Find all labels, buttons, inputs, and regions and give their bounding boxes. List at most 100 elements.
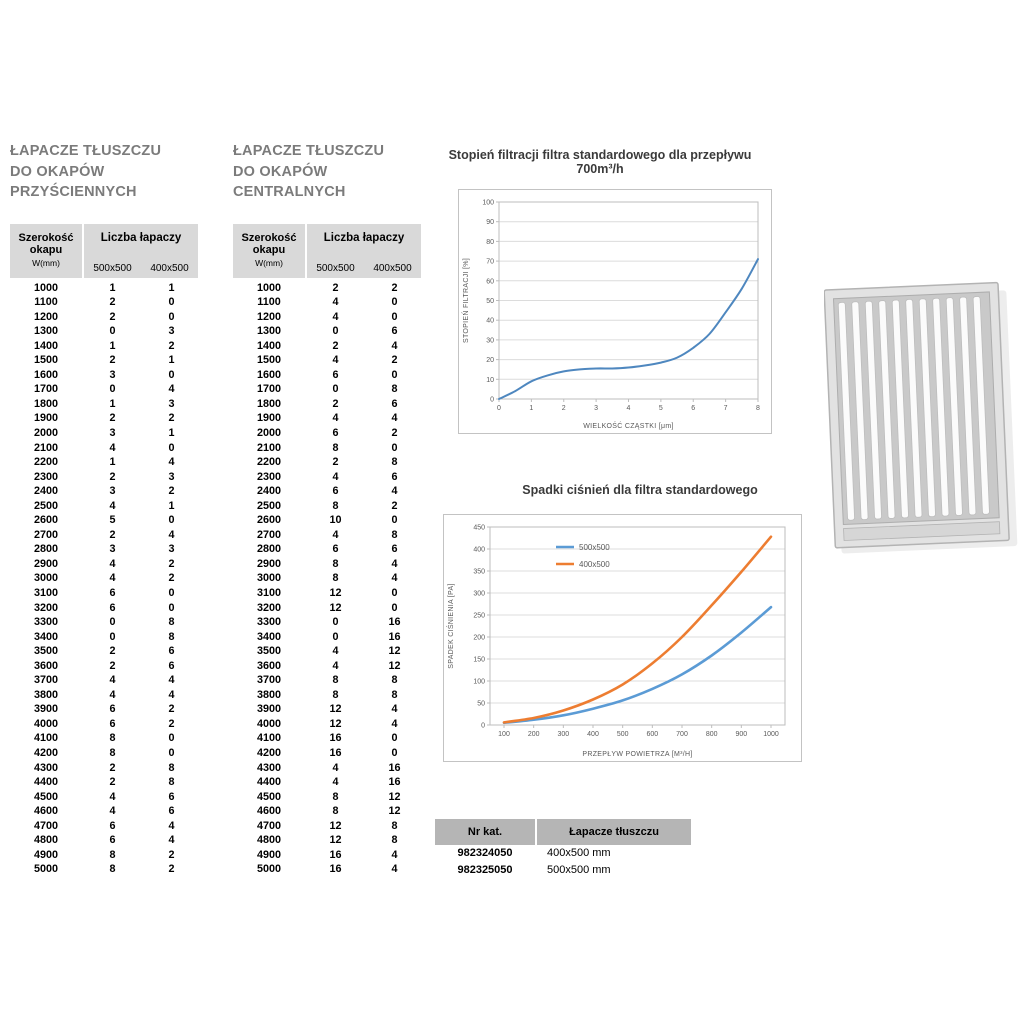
table-row: 2500 4 1: [33, 499, 175, 512]
svg-text:900: 900: [735, 731, 747, 738]
svg-text:0: 0: [497, 405, 501, 412]
table-row: 3300 0 16: [256, 616, 401, 629]
table-row: 4200 8 0: [33, 747, 175, 759]
catalog-number-header: Nr kat.: [435, 819, 535, 845]
table-row: 1200 4 0: [256, 310, 398, 323]
svg-text:0: 0: [490, 397, 494, 404]
width-unit-label: W(mm): [255, 258, 283, 268]
wall-table-header: Szerokość okapu W(mm) Liczba łapaczy 500…: [10, 223, 200, 278]
filtration-chart-title: Stopień filtracji filtra standardowego d…: [448, 148, 752, 176]
width-unit-label: W(mm): [32, 258, 60, 268]
table-row: 3700 8 8: [256, 674, 398, 687]
table-row: 2300 2 3: [33, 470, 175, 483]
table-row: 3900 12 4: [256, 703, 398, 716]
svg-text:50: 50: [486, 298, 494, 305]
filtration-chart-canvas: 0 10 20 30 40 50 60 70 80 90 100 0 1 2 3 4 5 6 7 8 WIELKOŚĆ …: [461, 200, 760, 431]
table-row: 2100 8 0: [256, 441, 398, 454]
wall-section-title: ŁAPACZE TŁUSZCZU DO OKAPÓW PRZYŚCIENNYCH: [10, 141, 200, 203]
table-row: 4900 8 2: [33, 848, 175, 861]
svg-text:200: 200: [473, 635, 485, 642]
catalog-table: Nr kat. Łapacze tłuszczu 982324050 400x5…: [435, 819, 691, 879]
table-row: 1500 2 1: [33, 354, 175, 367]
size-subheaders: 500x500 400x500: [84, 263, 198, 274]
table-row: 3500 4 12: [256, 645, 401, 658]
filter-size: 400x500 mm: [547, 847, 611, 859]
svg-text:60: 60: [486, 278, 494, 285]
svg-text:100: 100: [498, 731, 510, 738]
svg-text:40: 40: [486, 318, 494, 325]
size-500x500-header: 500x500: [93, 262, 132, 274]
table-row: 2400 3 2: [33, 485, 175, 498]
svg-text:2: 2: [562, 405, 566, 412]
table-row: 1100 2 0: [34, 296, 175, 309]
table-row: 1300 0 3: [33, 325, 175, 338]
title-line: DO OKAPÓW: [233, 163, 328, 180]
table-row: 3100 12 0: [256, 586, 398, 599]
title-line: ŁAPACZE TŁUSZCZU: [10, 143, 162, 159]
table-row: 4600 8 12: [256, 805, 401, 818]
pressure-chart-title: Spadki ciśnień dla filtra standardowego: [522, 483, 758, 497]
table-row: 2100 4 0: [33, 441, 175, 454]
svg-text:5: 5: [659, 405, 663, 412]
table-row: 4000 6 2: [33, 717, 175, 730]
central-table-header: Szerokość okapu W(mm) Liczba łapaczy 500…: [233, 223, 423, 278]
catalog-number: 982324050: [457, 847, 513, 859]
wall-table-rows: 1000 1 1 1100 2 0 1200 2 0 1300 0 3 1400 1 2 1500 2 1 1600…: [10, 281, 200, 877]
table-row: 3600 4 12: [256, 659, 401, 672]
svg-text:100: 100: [482, 200, 494, 207]
svg-text:50: 50: [477, 701, 485, 708]
svg-text:450: 450: [473, 525, 485, 532]
svg-text:30: 30: [486, 337, 494, 344]
svg-text:8: 8: [756, 405, 760, 412]
table-row: 1800 2 6: [256, 397, 398, 410]
size-400x500-header: 400x500: [373, 262, 412, 274]
table-row: 2600 5 0: [33, 514, 175, 527]
size-500x500-header: 500x500: [316, 262, 355, 274]
svg-text:WIELKOŚĆ CZĄSTKI [μm]: WIELKOŚĆ CZĄSTKI [μm]: [583, 421, 673, 430]
svg-text:20: 20: [486, 357, 494, 364]
svg-text:700: 700: [676, 731, 688, 738]
svg-text:200: 200: [528, 731, 540, 738]
svg-text:150: 150: [473, 657, 485, 664]
table-row: 2700 4 8: [256, 528, 398, 541]
svg-text:400: 400: [587, 731, 599, 738]
svg-text:10: 10: [486, 377, 494, 384]
table-row: 2900 4 2: [33, 557, 175, 570]
svg-text:6: 6: [691, 405, 695, 412]
svg-text:70: 70: [486, 259, 494, 266]
table-row: 2500 8 2: [256, 499, 398, 512]
grease-filter-product-image: [824, 281, 1018, 554]
table-row: 3800 8 8: [256, 688, 398, 701]
svg-text:400: 400: [473, 547, 485, 554]
width-column-header: Szerokość okapu: [241, 232, 297, 256]
table-row: 3400 0 16: [256, 630, 401, 643]
table-row: 4200 16 0: [256, 747, 398, 759]
width-header-cell: Szerokość okapu W(mm): [10, 223, 82, 278]
count-header-cell: Liczba łapaczy 500x500 400x500: [84, 223, 198, 278]
table-row: 5000 16 4: [256, 863, 398, 876]
size-subheaders: 500x500 400x500: [307, 263, 421, 274]
table-row: 1900 4 4: [256, 412, 398, 425]
svg-text:3: 3: [594, 405, 598, 412]
table-row: 4600 4 6: [33, 805, 175, 818]
table-row: 4900 16 4: [256, 848, 398, 861]
svg-text:STOPIEŃ FILTRACJI [%]: STOPIEŃ FILTRACJI [%]: [461, 258, 470, 343]
table-row: 1000 2 2: [256, 281, 398, 294]
svg-text:1000: 1000: [763, 731, 779, 738]
table-row: 3200 12 0: [256, 601, 398, 614]
svg-text:0: 0: [481, 723, 485, 730]
table-row: 982324050 400x500 mm: [435, 845, 691, 862]
filter-size: 500x500 mm: [547, 864, 611, 876]
size-400x500-header: 400x500: [150, 262, 189, 274]
table-row: 1600 6 0: [256, 368, 398, 381]
table-row: 1900 2 2: [33, 412, 175, 425]
table-row: 1800 1 3: [33, 397, 175, 410]
table-row: 4800 6 4: [33, 834, 175, 847]
table-row: 4800 12 8: [256, 834, 398, 847]
catalog-number: 982325050: [457, 864, 513, 876]
svg-text:90: 90: [486, 219, 494, 226]
table-row: 4100 8 0: [33, 732, 175, 745]
filtration-chart: 0 10 20 30 40 50 60 70 80 90 100 0 1 2 3 4 5 6 7 8 WIELKOŚĆ …: [458, 189, 772, 434]
width-header-cell: Szerokość okapu W(mm): [233, 223, 305, 278]
table-row: 2900 8 4: [256, 557, 398, 570]
